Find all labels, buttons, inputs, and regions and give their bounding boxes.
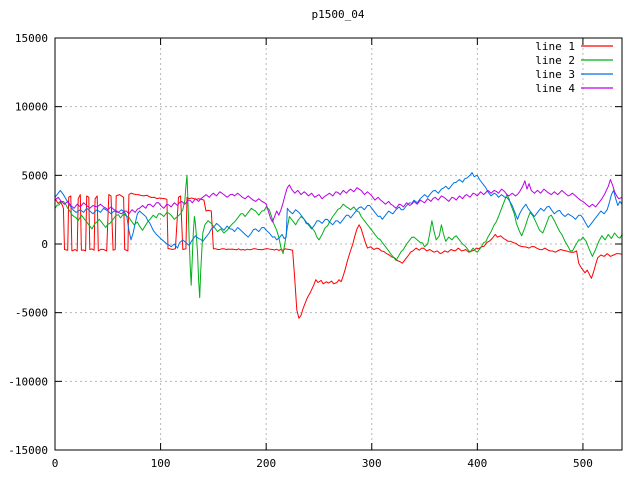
y-tick-label: 0 (41, 238, 48, 251)
axis-ticks (54, 37, 622, 451)
x-tick-label: 500 (573, 457, 593, 470)
series-line-2 (54, 174, 623, 299)
x-tick-label: 200 (256, 457, 276, 470)
grid-lines (54, 37, 622, 451)
data-series (54, 172, 623, 319)
series-line-3 (54, 172, 623, 249)
y-tick-label: -10000 (8, 375, 48, 388)
x-tick-label: 400 (467, 457, 487, 470)
chart-title: p1500_04 (312, 8, 365, 21)
legend-label-1: line 1 (535, 40, 575, 53)
x-tick-label: 300 (362, 457, 382, 470)
y-tick-label: 15000 (15, 32, 48, 45)
series-line-1 (54, 192, 623, 319)
x-tick-label: 0 (52, 457, 59, 470)
y-tick-label: -5000 (15, 307, 48, 320)
legend-label-2: line 2 (535, 54, 575, 67)
y-tick-label: -15000 (8, 444, 48, 457)
x-tick-label: 100 (151, 457, 171, 470)
legend-label-3: line 3 (535, 68, 575, 81)
legend-label-4: line 4 (535, 82, 575, 95)
y-tick-label: 5000 (22, 169, 49, 182)
axis-tick-labels: 0 100 200 300 400 500 -15000 -10000 -5000 0 5000 10… (8, 32, 593, 470)
series-line-4 (54, 179, 623, 223)
y-tick-label: 10000 (15, 101, 48, 114)
